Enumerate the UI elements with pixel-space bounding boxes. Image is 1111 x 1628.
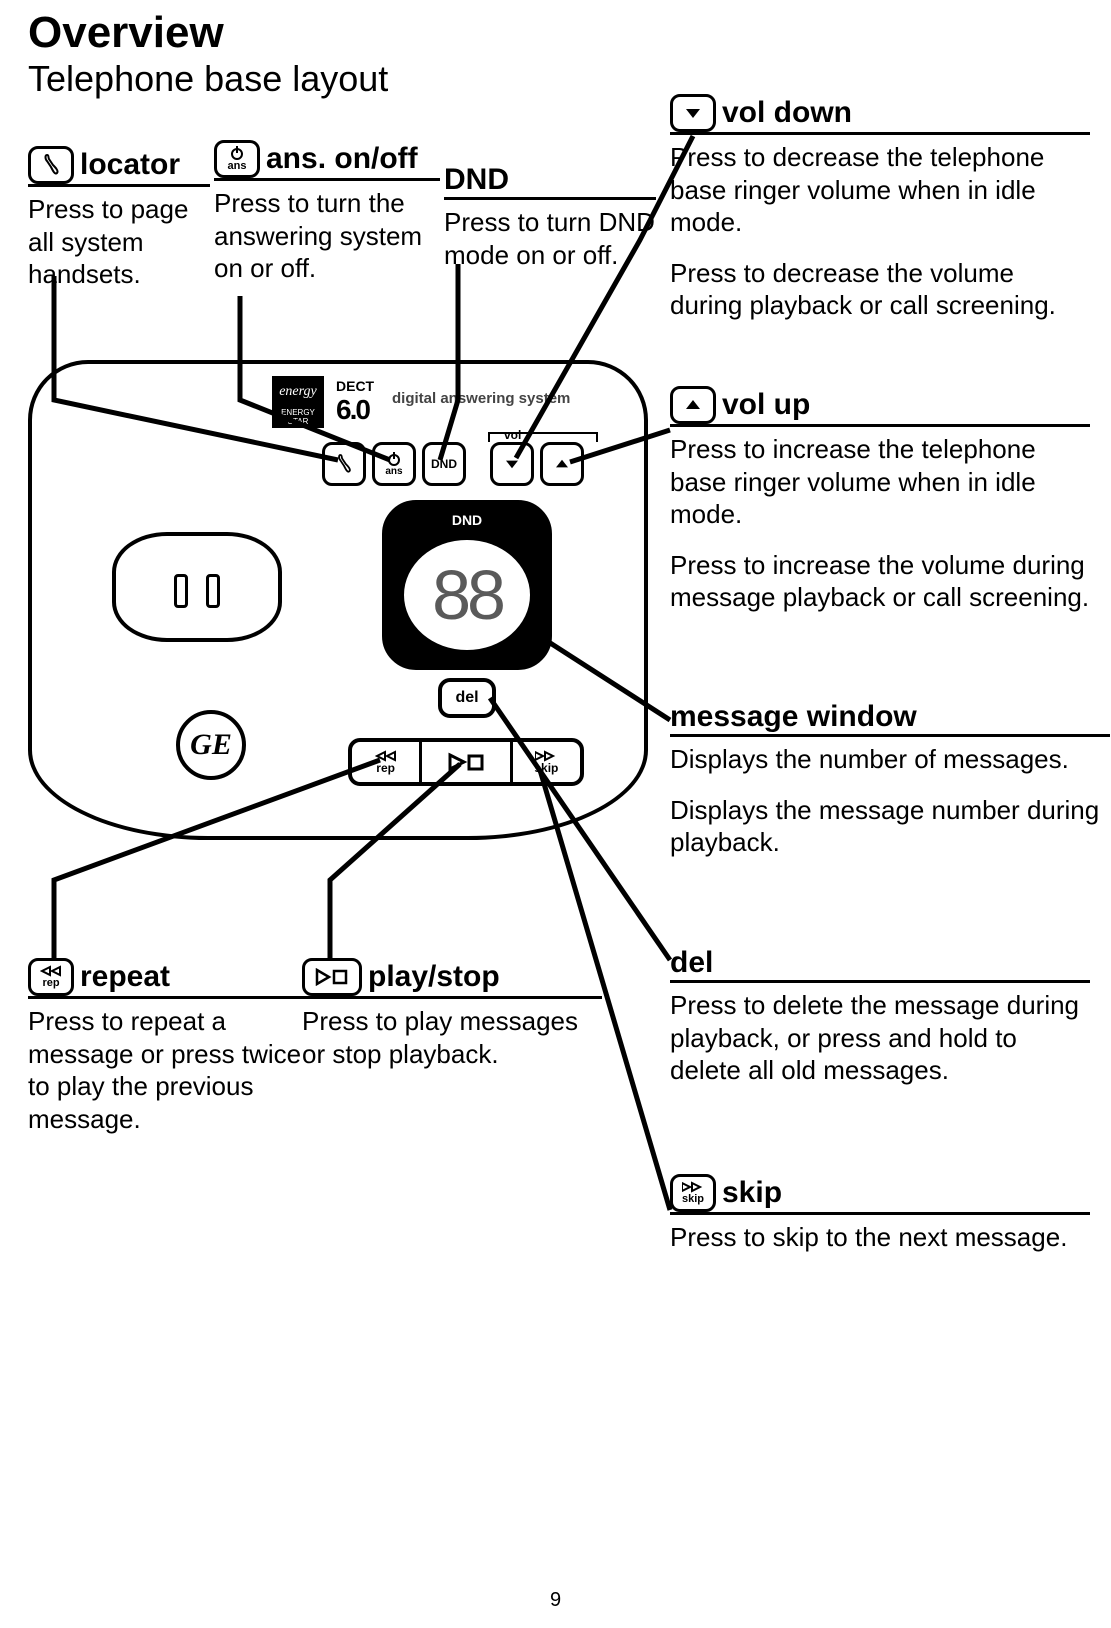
callout-ans: ans ans. on/off Press to turn the answer… (214, 140, 440, 285)
callout-repeat: rep repeat Press to repeat a message or … (28, 958, 308, 1135)
rep-icon-label: rep (42, 978, 59, 989)
telephone-base: energy ENERGY STAR DECT 6.0 digital answ… (28, 360, 648, 840)
callout-vol-down-desc1: Press to decrease the telephone base rin… (670, 141, 1090, 239)
ans-icon-label: ans (228, 161, 247, 172)
callout-locator: locator Press to page all system handset… (28, 146, 210, 291)
vol-down-icon (670, 94, 716, 132)
energy-star-logo: energy ENERGY STAR (272, 376, 324, 428)
message-window: DND 88 (382, 500, 552, 670)
callout-del: del Press to delete the message during p… (670, 946, 1090, 1087)
device-dnd-label: DND (431, 457, 457, 471)
device-vol-down-button[interactable] (490, 442, 534, 486)
device-play-stop-button[interactable] (419, 742, 512, 782)
device-ans-button[interactable]: ans (372, 442, 416, 486)
energy-cursive: energy (272, 384, 324, 400)
device-del-button[interactable]: del (438, 678, 496, 718)
cradle-pin-right (206, 574, 220, 608)
callout-skip-title: skip (722, 1176, 782, 1210)
callout-locator-title: locator (80, 148, 180, 182)
device-repeat-button[interactable]: rep (352, 742, 419, 782)
top-button-row: ans DND (322, 442, 584, 486)
play-stop-icon (302, 958, 362, 996)
callout-vol-up-desc2: Press to increase the volume during mess… (670, 549, 1090, 614)
device-skip-label: skip (534, 762, 558, 774)
callout-dnd-title: DND (444, 163, 509, 197)
callout-vol-down-desc2: Press to decrease the volume during play… (670, 257, 1090, 322)
device-ans-label: ans (385, 466, 402, 477)
device-rep-label: rep (376, 762, 395, 774)
device-locator-button[interactable] (322, 442, 366, 486)
page-number: 9 (0, 1589, 1111, 1612)
callout-skip: skip skip Press to skip to the next mess… (670, 1174, 1090, 1254)
locator-icon (28, 146, 74, 184)
callout-vol-up: vol up Press to increase the telephone b… (670, 386, 1090, 632)
energy-star-text: ENERGY STAR (272, 408, 324, 426)
power-ans-icon: ans (214, 140, 260, 178)
device-dnd-button[interactable]: DND (422, 442, 466, 486)
callout-ans-title: ans. on/off (266, 142, 418, 176)
callout-play-stop-desc: Press to play messages or stop playback. (302, 1005, 602, 1070)
callout-msg-window-desc1: Displays the number of messages. (670, 743, 1110, 776)
handset-cradle (112, 532, 282, 642)
callout-del-desc: Press to delete the message during playb… (670, 989, 1090, 1087)
callout-vol-down: vol down Press to decrease the telephone… (670, 94, 1090, 340)
device-skip-button[interactable]: skip (513, 742, 580, 782)
display-number: 88 (432, 555, 502, 635)
skip-icon: skip (670, 1174, 716, 1212)
dect-label: DECT 6.0 (336, 378, 374, 426)
vol-label: vol (504, 428, 521, 442)
callout-repeat-title: repeat (80, 960, 170, 994)
dect-top: DECT (336, 378, 374, 394)
callout-msg-window-title: message window (670, 700, 917, 734)
device-vol-up-button[interactable] (540, 442, 584, 486)
callout-play-stop: play/stop Press to play messages or stop… (302, 958, 602, 1070)
repeat-icon: rep (28, 958, 74, 996)
display-dnd-label: DND (386, 512, 548, 528)
callout-msg-window: message window Displays the number of me… (670, 700, 1110, 877)
callout-vol-down-title: vol down (722, 96, 852, 130)
page-subtitle: Telephone base layout (28, 58, 388, 100)
callout-vol-up-desc1: Press to increase the telephone base rin… (670, 433, 1090, 531)
play-button-row: rep skip (348, 738, 584, 786)
callout-repeat-desc: Press to repeat a message or press twice… (28, 1005, 308, 1135)
callout-dnd: DND Press to turn DND mode on or off. (444, 163, 656, 271)
callout-vol-up-title: vol up (722, 388, 810, 422)
dect-num: 6.0 (336, 394, 374, 426)
callout-del-title: del (670, 946, 713, 980)
callout-dnd-desc: Press to turn DND mode on or off. (444, 206, 656, 271)
cradle-pin-left (174, 574, 188, 608)
callout-play-stop-title: play/stop (368, 960, 500, 994)
page-title: Overview (28, 8, 224, 58)
callout-msg-window-desc2: Displays the message number during playb… (670, 794, 1110, 859)
callout-ans-desc: Press to turn the answering system on or… (214, 187, 440, 285)
ge-logo: GE (176, 710, 246, 780)
callout-locator-desc: Press to page all system handsets. (28, 193, 210, 291)
skip-icon-label: skip (682, 1194, 704, 1205)
callout-skip-desc: Press to skip to the next message. (670, 1221, 1090, 1254)
vol-up-icon (670, 386, 716, 424)
das-label: digital answering system (392, 390, 570, 407)
